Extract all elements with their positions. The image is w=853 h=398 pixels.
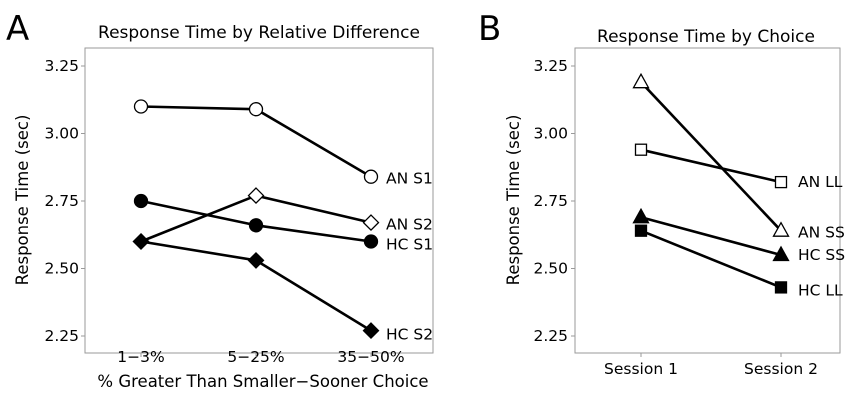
panel-letter-a: A <box>6 9 29 49</box>
panel-b-title: Response Time by Choice <box>597 27 815 47</box>
data-point-an-s1 <box>133 99 149 114</box>
data-point-an-s1 <box>248 102 264 117</box>
panel-a-series <box>132 99 380 340</box>
data-point-hc-ll <box>634 224 648 237</box>
series-label-an-s2: AN S2 <box>386 216 433 234</box>
panel-b-plot-frame <box>574 47 841 354</box>
panel-a-ylabel: Response Time (sec) <box>13 115 32 286</box>
data-point-hc-ll <box>774 281 788 294</box>
panel-a-ytick-label: 3.00 <box>44 125 79 143</box>
series-label-an-s1: AN S1 <box>386 170 433 188</box>
panel-b-ytick-label: 2.50 <box>533 260 568 278</box>
data-point-an-s1 <box>363 169 379 184</box>
data-point-an-s2 <box>362 214 380 232</box>
data-point-an-ss <box>632 72 650 89</box>
series-line-hc-ll <box>640 229 782 289</box>
panel-a-ytick-label: 3.25 <box>44 57 79 75</box>
panel-b-ytick-label: 2.75 <box>533 192 568 210</box>
panel-b-xticks: Session 1 Session 2 <box>604 353 818 378</box>
panel-a-ytick-label: 2.50 <box>44 260 79 278</box>
data-point-hc-ss <box>632 207 650 224</box>
panel-letter-b: B <box>478 9 501 49</box>
panel-a-ytick-label: 2.25 <box>44 327 79 345</box>
data-point-an-ll <box>774 175 788 189</box>
panel-b-xtick-label: Session 1 <box>604 360 678 378</box>
panel-a-xticks: 1−3% 5−25% 35−50% <box>117 348 404 366</box>
panel-b-ytick-label: 2.25 <box>533 327 568 345</box>
data-point-an-ll <box>634 143 648 156</box>
data-point-hc-s1 <box>363 234 379 249</box>
panel-b-ytick-label: 3.00 <box>533 125 568 143</box>
panel-a: A Response Time by Relative Difference R… <box>6 9 434 391</box>
series-line-an-ss <box>640 81 782 232</box>
series-label-hc-ll: HC LL <box>798 281 843 299</box>
data-point-hc-s1 <box>248 218 264 233</box>
panel-a-title: Response Time by Relative Difference <box>98 23 420 43</box>
series-line-hc-ss <box>640 215 782 257</box>
series-label-hc-s2: HC S2 <box>386 326 433 344</box>
panel-b-series-labels: AN LL AN SS HC SS HC LL <box>798 173 845 299</box>
panel-b-series <box>632 72 790 294</box>
data-point-hc-s2 <box>247 251 265 269</box>
series-label-an-ll: AN LL <box>798 173 843 191</box>
series-label-an-ss: AN SS <box>798 224 845 242</box>
panel-b: B Response Time by Choice Response Time … <box>478 9 845 378</box>
series-line-an-s1 <box>140 105 372 178</box>
data-point-hc-s1 <box>133 193 149 209</box>
data-point-an-s2 <box>247 187 265 205</box>
series-label-hc-s1: HC S1 <box>386 236 433 254</box>
panel-b-xtick-label: Session 2 <box>744 360 818 378</box>
data-point-hc-s2 <box>362 322 380 340</box>
series-line-an-ll <box>640 148 782 184</box>
data-point-an-ss <box>772 221 790 237</box>
panel-a-ytick-label: 2.75 <box>44 192 79 210</box>
panel-a-series-labels: AN S1 AN S2 HC S1 HC S2 <box>386 170 433 344</box>
data-point-hc-ss <box>772 245 790 262</box>
panel-b-ylabel: Response Time (sec) <box>504 115 523 286</box>
panel-b-ytick-label: 3.25 <box>533 57 568 75</box>
series-label-hc-ss: HC SS <box>798 246 845 264</box>
panel-b-yticks: 2.25 2.50 2.75 3.00 3.25 <box>533 57 575 345</box>
data-point-hc-s2 <box>132 233 150 250</box>
panel-a-yticks: 2.25 2.50 2.75 3.00 3.25 <box>44 57 85 345</box>
panel-a-xlabel: % Greater Than Smaller−Sooner Choice <box>97 372 428 391</box>
